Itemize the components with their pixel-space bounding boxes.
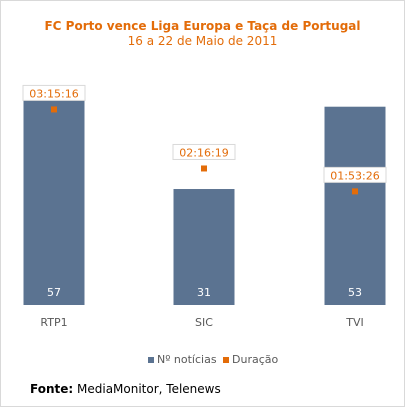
bar-value-label: 57 xyxy=(47,286,61,299)
category-label: SIC xyxy=(195,316,213,329)
source-note: Fonte: MediaMonitor, Telenews xyxy=(30,382,221,396)
duration-value-label: 01:53:26 xyxy=(330,169,379,182)
source-text: MediaMonitor, Telenews xyxy=(77,382,221,396)
legend-swatch-noticias xyxy=(148,357,154,363)
chart-title: FC Porto vence Liga Europa e Taça de Por… xyxy=(44,19,361,33)
chart-subtitle: 16 a 22 de Maio de 2011 xyxy=(127,34,278,48)
bar-value-label: 31 xyxy=(197,286,211,299)
bar-tvi xyxy=(324,106,386,305)
bar-rtp1 xyxy=(23,91,85,305)
duration-value-label: 03:15:16 xyxy=(29,87,78,100)
category-label: RTP1 xyxy=(40,316,67,329)
duration-marker xyxy=(201,165,207,172)
duration-marker xyxy=(51,106,57,113)
bar-value-label: 53 xyxy=(348,286,362,299)
duration-label-box xyxy=(172,143,236,160)
legend-label-noticias: Nº notícias xyxy=(157,353,217,366)
source-label: Fonte: xyxy=(30,382,74,396)
duration-label-box xyxy=(323,166,387,183)
duration-value-label: 02:16:19 xyxy=(179,146,228,159)
duration-label-box xyxy=(22,84,86,101)
legend-swatch-duracao xyxy=(223,357,229,363)
duration-marker xyxy=(352,188,358,195)
legend-label-duracao: Duração xyxy=(232,353,278,366)
bar-sic xyxy=(173,189,235,305)
category-label: TVI xyxy=(345,316,364,329)
